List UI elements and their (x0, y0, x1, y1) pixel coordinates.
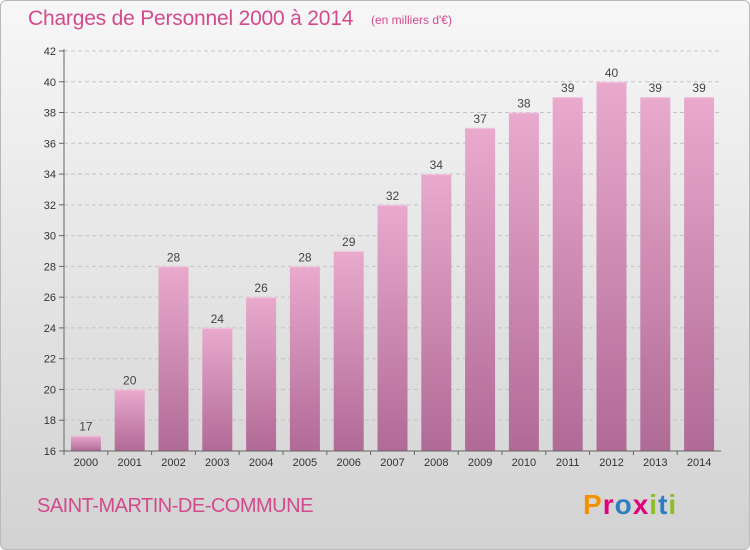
data-label: 38 (517, 97, 531, 111)
logo-letter: i (668, 489, 678, 520)
bar[interactable] (465, 127, 496, 451)
data-label: 29 (342, 235, 356, 249)
bar[interactable] (421, 174, 452, 452)
data-label: 28 (298, 250, 312, 264)
data-label: 17 (79, 420, 93, 434)
x-tick-label: 2002 (161, 457, 185, 469)
y-tick-label: 24 (44, 323, 56, 335)
data-label: 39 (649, 81, 663, 95)
logo-letter: r (602, 489, 615, 520)
y-tick-label: 16 (44, 446, 56, 458)
x-tick-label: 2006 (336, 457, 360, 469)
x-tick-label: 2010 (512, 457, 536, 469)
y-tick-label: 42 (44, 46, 56, 58)
bar[interactable] (552, 97, 583, 452)
y-tick-label: 32 (44, 200, 56, 212)
data-label: 26 (254, 281, 268, 295)
bar[interactable] (70, 435, 101, 451)
x-tick-label: 2001 (117, 457, 141, 469)
data-label: 34 (430, 158, 444, 172)
logo-letter: i (649, 489, 659, 520)
y-tick-label: 20 (44, 384, 56, 396)
x-tick-label: 2007 (380, 457, 404, 469)
x-tick-label: 2013 (643, 457, 667, 469)
chart-unit: (en milliers d'€) (371, 13, 452, 27)
bar[interactable] (114, 389, 145, 451)
y-tick-label: 26 (44, 292, 56, 304)
data-label: 32 (386, 189, 400, 203)
chart-title: Charges de Personnel 2000 à 2014 (28, 7, 354, 30)
bar[interactable] (596, 81, 627, 452)
x-tick-label: 2008 (424, 457, 448, 469)
data-label: 28 (167, 250, 181, 264)
x-tick-label: 2011 (556, 457, 580, 469)
bar[interactable] (377, 204, 408, 451)
y-tick-label: 40 (44, 77, 56, 89)
x-tick-label: 2014 (687, 457, 711, 469)
logo-letter: P (583, 489, 603, 520)
y-tick-label: 34 (44, 169, 56, 181)
x-tick-label: 2012 (599, 457, 623, 469)
data-label: 39 (561, 81, 575, 95)
x-tick-label: 2004 (249, 457, 273, 469)
y-tick-label: 30 (44, 231, 56, 243)
data-label: 24 (211, 312, 225, 326)
y-tick-label: 36 (44, 138, 56, 150)
bar[interactable] (202, 327, 233, 451)
y-tick-label: 18 (44, 415, 56, 427)
bar[interactable] (333, 251, 364, 451)
commune-name: SAINT-MARTIN-DE-COMMUNE (37, 495, 313, 517)
x-tick-label: 2005 (293, 457, 317, 469)
bar[interactable] (158, 266, 189, 451)
logo-letter: t (658, 489, 669, 520)
y-tick-label: 28 (44, 261, 56, 273)
data-label: 37 (473, 112, 487, 126)
y-tick-label: 22 (44, 354, 56, 366)
x-tick-label: 2003 (205, 457, 229, 469)
data-label: 40 (605, 66, 619, 80)
x-tick-label: 2000 (74, 457, 98, 469)
logo-letter: o (614, 489, 633, 520)
bar[interactable] (508, 112, 539, 452)
bar[interactable] (640, 97, 671, 452)
bar[interactable] (684, 97, 715, 452)
y-tick-label: 38 (44, 108, 56, 120)
proxiti-logo[interactable]: Proxiti (583, 489, 677, 521)
data-label: 39 (692, 81, 706, 95)
bar[interactable] (289, 266, 320, 451)
bar[interactable] (246, 297, 277, 451)
logo-letter: x (632, 489, 650, 520)
data-label: 20 (123, 373, 137, 387)
x-tick-label: 2009 (468, 457, 492, 469)
